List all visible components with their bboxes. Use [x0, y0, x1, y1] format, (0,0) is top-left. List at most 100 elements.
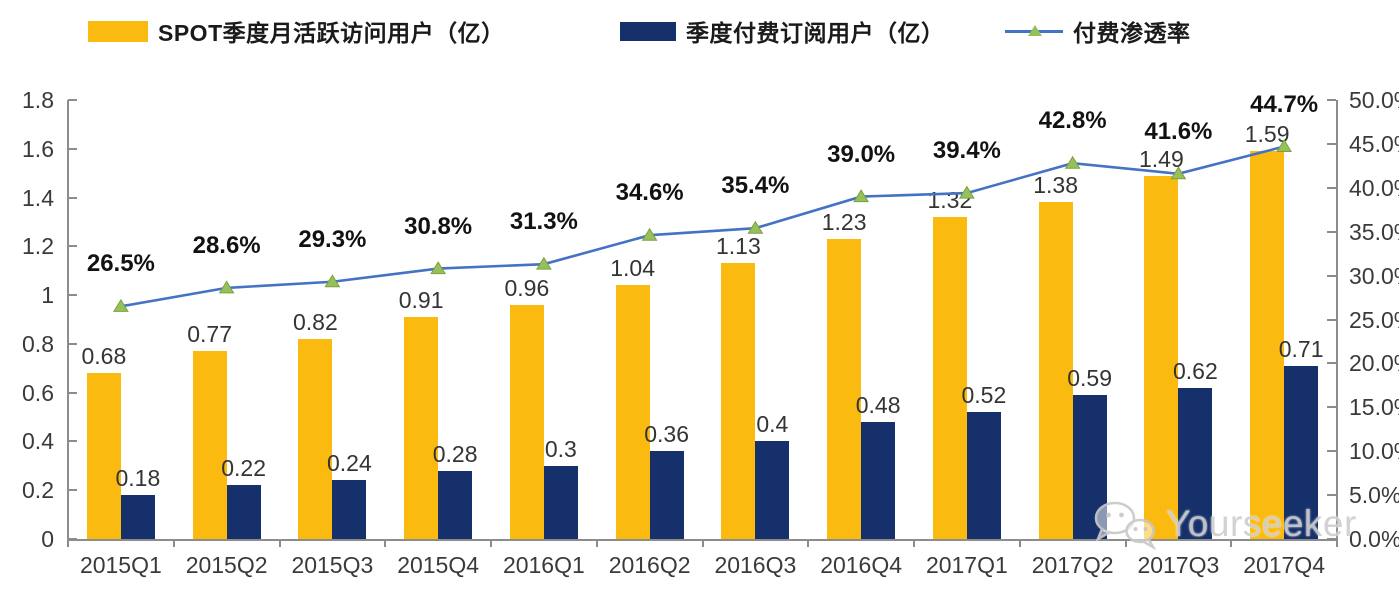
bar-paid	[966, 412, 1001, 539]
right-axis-tick-label: 40.0%	[1349, 174, 1399, 201]
bar-mau	[86, 373, 121, 539]
x-axis-tick	[913, 539, 915, 547]
bar-mau	[721, 263, 756, 539]
bar-value-label-paid: 0.71	[1278, 335, 1324, 362]
bar-paid	[1178, 387, 1213, 539]
right-axis-tick	[1327, 450, 1336, 453]
left-axis-tick-label: 1.6	[22, 135, 54, 162]
right-axis-tick-label: 25.0%	[1349, 306, 1399, 333]
x-axis-label: 2017Q1	[925, 552, 1008, 578]
watermark: Yourseeker	[1088, 498, 1357, 550]
left-axis-tick	[68, 440, 77, 443]
bar-value-label-paid: 0.22	[221, 455, 266, 482]
x-axis-tick	[278, 539, 281, 547]
triangle-marker	[641, 227, 658, 241]
x-axis-tick	[701, 539, 704, 547]
bar-value-label-mau: 0.68	[81, 343, 127, 370]
right-axis-tick	[1327, 142, 1336, 145]
right-axis-tick	[1327, 186, 1336, 189]
penetration-legend-marker	[1005, 24, 1063, 38]
paid-legend-swatch	[620, 21, 676, 41]
right-axis-tick	[1327, 538, 1336, 540]
bar-value-label-paid: 0.48	[855, 391, 901, 418]
left-axis-tick	[68, 489, 77, 492]
penetration-value-label: 39.4%	[932, 137, 1001, 165]
bar-mau	[827, 239, 862, 539]
bar-mau	[404, 317, 439, 539]
penetration-value-label: 28.6%	[192, 231, 261, 259]
right-axis-tick-label: 45.0%	[1349, 130, 1399, 157]
penetration-value-label: 31.3%	[509, 208, 578, 236]
triangle-marker	[324, 274, 341, 288]
bar-paid	[120, 495, 155, 539]
penetration-value-label: 34.6%	[615, 179, 684, 207]
bar-value-label-mau: 1.59	[1244, 121, 1290, 148]
legend-item-paid: 季度付费订阅用户（亿）	[620, 16, 945, 46]
bar-value-label-paid: 0.52	[961, 382, 1007, 409]
right-axis-tick	[1327, 406, 1336, 409]
bar-value-label-paid: 0.62	[1172, 357, 1218, 384]
left-axis-tick	[68, 294, 77, 297]
x-axis-label: 2017Q3	[1137, 552, 1220, 578]
mau-legend-label: SPOT季度月活跃访问用户（亿）	[158, 20, 505, 46]
legend-item-penetration: 付费渗透率	[1005, 16, 1191, 46]
right-axis-tick-label: 10.0%	[1349, 438, 1399, 465]
triangle-marker	[430, 261, 447, 275]
penetration-value-label: 30.8%	[404, 212, 473, 240]
triangle-marker	[1064, 155, 1081, 169]
right-axis-tick-label: 0.0%	[1349, 526, 1399, 552]
bar-paid	[332, 480, 367, 539]
bar-value-label-paid: 0.28	[432, 440, 478, 467]
triangle-marker-icon	[1028, 25, 1042, 36]
triangle-marker	[218, 280, 235, 294]
left-axis-tick	[68, 391, 77, 394]
left-axis-tick-label: 0	[41, 526, 54, 552]
right-axis-tick	[1327, 230, 1336, 233]
x-axis-label: 2016Q3	[714, 552, 797, 578]
x-axis-label: 2017Q4	[1243, 552, 1326, 578]
penetration-legend-label: 付费渗透率	[1073, 20, 1191, 46]
x-axis-label: 2016Q2	[608, 552, 691, 578]
bar-value-label-paid: 0.59	[1067, 365, 1112, 392]
bar-mau	[509, 304, 544, 539]
x-axis-tick	[1336, 539, 1338, 547]
bar-paid	[543, 465, 578, 539]
bar-paid	[226, 485, 261, 539]
bar-value-label-mau: 0.82	[292, 309, 338, 335]
bar-value-label-mau: 1.49	[1138, 145, 1184, 172]
penetration-value-label: 41.6%	[1144, 117, 1213, 145]
x-axis-tick	[807, 539, 810, 547]
right-axis-tick-label: 15.0%	[1349, 394, 1399, 421]
triangle-marker	[853, 189, 870, 203]
bar-mau	[615, 285, 650, 539]
bar-value-label-mau: 1.38	[1033, 172, 1078, 199]
triangle-marker	[535, 256, 552, 270]
right-axis-tick-label: 35.0%	[1349, 218, 1399, 245]
right-axis-tick-label: 5.0%	[1349, 482, 1399, 509]
x-axis-tick	[1018, 539, 1021, 547]
bar-value-label-paid: 0.4	[756, 411, 789, 438]
left-axis-tick	[68, 99, 77, 101]
bar-paid	[755, 441, 790, 539]
penetration-value-label: 26.5%	[86, 250, 155, 278]
left-axis-tick-label: 1.8	[22, 87, 54, 113]
bar-paid	[1284, 365, 1319, 539]
x-axis-label: 2015Q2	[185, 552, 268, 578]
right-y-axis-line	[1336, 100, 1338, 540]
left-axis-tick	[68, 196, 77, 199]
right-axis-tick	[1327, 362, 1336, 365]
triangle-marker	[747, 220, 764, 234]
bar-paid	[861, 421, 896, 539]
bar-value-label-mau: 0.77	[187, 321, 232, 348]
left-axis-tick	[68, 245, 77, 248]
left-axis-tick-label: 0.8	[22, 330, 54, 357]
x-axis-label: 2016Q1	[502, 552, 585, 578]
left-axis-tick	[68, 538, 77, 540]
mau-legend-swatch	[88, 20, 148, 42]
bar-mau	[298, 339, 333, 539]
bar-mau	[192, 351, 227, 539]
right-axis-tick-label: 30.0%	[1349, 262, 1399, 289]
left-axis-tick-label: 1.2	[22, 233, 54, 260]
x-axis-label: 2015Q1	[79, 552, 162, 578]
